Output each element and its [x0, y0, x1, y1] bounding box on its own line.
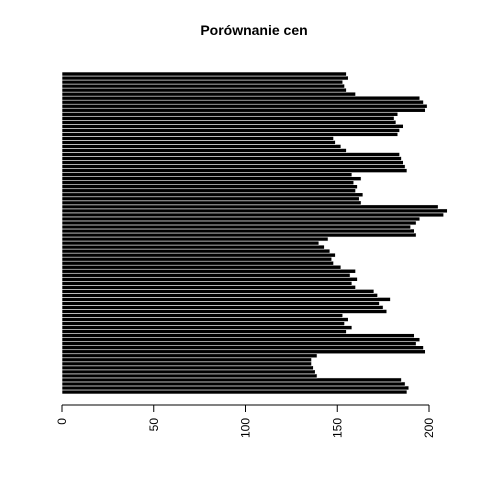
- bar: [61, 244, 325, 250]
- bar: [61, 132, 399, 137]
- bar: [61, 256, 333, 262]
- bar: [61, 345, 424, 351]
- bar: [61, 333, 415, 338]
- bar: [61, 353, 318, 359]
- bar: [61, 357, 312, 363]
- chart-title: Porównanie cen: [200, 22, 307, 38]
- bar: [61, 272, 351, 278]
- x-tick-label: 200: [422, 418, 436, 438]
- bar: [61, 164, 406, 169]
- bar: [61, 136, 334, 141]
- bar: [61, 180, 355, 186]
- bar: [61, 220, 417, 226]
- bar: [61, 329, 347, 334]
- bar: [61, 337, 421, 342]
- x-tick-label: 150: [330, 418, 344, 438]
- bar: [61, 240, 320, 246]
- bar: [61, 236, 329, 242]
- bar: [61, 99, 424, 105]
- bar: [61, 140, 336, 145]
- bar: [61, 188, 356, 194]
- bars-group: [61, 71, 448, 395]
- bar: [61, 184, 358, 190]
- bar: [61, 276, 358, 282]
- bar: [61, 115, 395, 121]
- bar: [61, 293, 378, 298]
- bar: [61, 148, 347, 153]
- bar: [61, 208, 448, 214]
- bar: [61, 264, 342, 270]
- bar: [61, 71, 347, 77]
- bar: [61, 297, 391, 302]
- bar: [61, 309, 388, 314]
- bar: [61, 260, 334, 266]
- bar: [61, 107, 426, 113]
- bar: [61, 95, 421, 101]
- bar: [61, 341, 417, 346]
- bar: [61, 128, 400, 133]
- bar: [61, 120, 397, 125]
- bar: [61, 79, 344, 85]
- x-axis: 0 50 100 150 200: [55, 404, 436, 438]
- bar: [61, 389, 408, 395]
- bar: [61, 172, 353, 177]
- bar: [61, 144, 342, 149]
- bar: [61, 103, 428, 109]
- x-tick-label: 100: [239, 418, 253, 438]
- bar: [61, 377, 402, 383]
- bar: [61, 305, 384, 310]
- x-tick-label: 0: [55, 418, 69, 425]
- bar: [61, 176, 362, 181]
- bar: [61, 152, 400, 157]
- bar: [61, 365, 314, 371]
- bar: [61, 196, 360, 202]
- bar: [61, 373, 318, 379]
- bar: [61, 325, 353, 330]
- bar: [61, 216, 421, 222]
- x-tick-label: 50: [147, 418, 161, 432]
- bar: [61, 83, 345, 89]
- bar: [61, 381, 406, 387]
- bar: [61, 200, 362, 206]
- bar: [61, 385, 410, 391]
- bar: [61, 228, 415, 234]
- bar: [61, 268, 356, 274]
- bar: [61, 248, 331, 254]
- bar: [61, 321, 345, 326]
- bar: [61, 192, 364, 198]
- bar: [61, 252, 336, 258]
- bar: [61, 313, 344, 318]
- bar: [61, 212, 444, 218]
- bar: [61, 87, 347, 93]
- bar: [61, 232, 417, 238]
- bar: [61, 280, 353, 286]
- bar: [61, 160, 404, 165]
- bar: [61, 91, 356, 97]
- bar: [61, 301, 380, 306]
- bar: [61, 156, 402, 161]
- bar: [61, 285, 356, 290]
- bar: [61, 289, 375, 294]
- bar: [61, 168, 408, 173]
- bar: [61, 111, 399, 117]
- bar: [61, 369, 316, 375]
- bar: [61, 224, 411, 230]
- bar: [61, 361, 312, 367]
- bar: [61, 349, 426, 355]
- bar: [61, 75, 349, 81]
- bar: [61, 124, 404, 129]
- bar: [61, 317, 349, 322]
- bar: [61, 204, 439, 210]
